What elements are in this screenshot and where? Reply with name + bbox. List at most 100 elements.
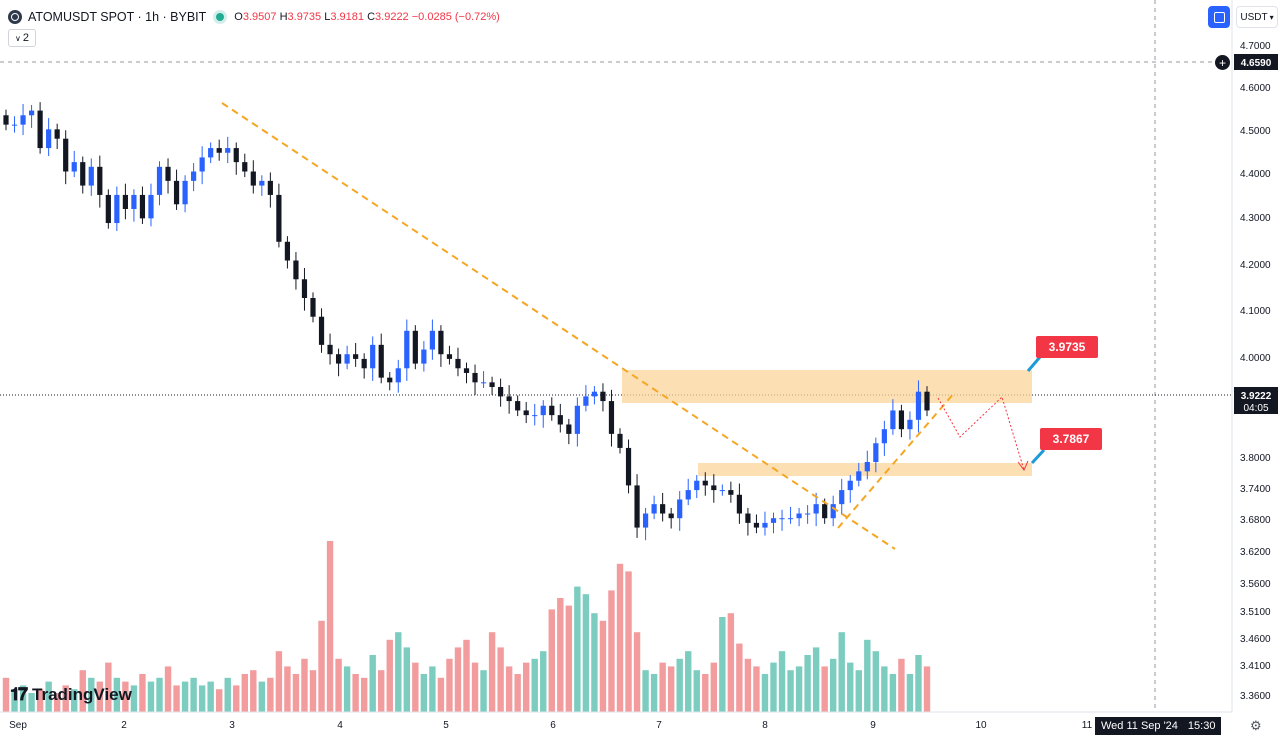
volume-bar (241, 674, 248, 712)
atom-logo-icon (8, 10, 22, 24)
candle-body (139, 194, 146, 219)
candle-body (523, 410, 529, 416)
candle-body (114, 194, 120, 224)
candle-body (660, 504, 666, 514)
candle-body (770, 518, 777, 523)
candle-body (446, 354, 453, 359)
candle-body (233, 148, 239, 163)
resistance-zone (622, 370, 1032, 403)
time-tick-label: 2 (121, 720, 127, 731)
volume-bar (727, 613, 735, 712)
volume-bar (437, 677, 445, 712)
volume-bar (710, 662, 718, 712)
candle-body (668, 513, 674, 519)
snapshot-button[interactable] (1208, 6, 1230, 28)
volume-bar (548, 609, 555, 712)
candle-body (310, 298, 316, 317)
volume-bar (565, 605, 573, 712)
market-status-icon[interactable] (216, 13, 225, 21)
candle-body (3, 115, 9, 125)
candle-body (753, 522, 760, 528)
time-tick-label: 4 (337, 720, 343, 731)
settings-gear-icon[interactable]: ⚙ (1250, 718, 1262, 733)
volume-bar (360, 677, 368, 712)
volume-bar (497, 647, 504, 712)
candle-body (694, 480, 700, 491)
volume-bar (599, 620, 607, 712)
volume-bar (881, 666, 888, 712)
volume-bar (702, 674, 709, 712)
candle-body (165, 166, 171, 181)
volume-bar (420, 674, 428, 712)
volume-bar (326, 541, 334, 712)
indicators-toggle[interactable]: ∨ 2 (8, 29, 36, 47)
volume-bar (79, 670, 86, 712)
volume-bar (864, 639, 871, 712)
candle-body (924, 391, 930, 411)
candle-body (830, 504, 836, 519)
candle-body (242, 162, 248, 172)
time-tick-label: 7 (656, 720, 662, 731)
currency-selector[interactable]: USDT ▾ (1236, 6, 1278, 28)
candle-body (199, 157, 205, 172)
symbol-title[interactable]: ATOMUSDT SPOT · 1h · BYBIT (28, 10, 207, 24)
trendlines (221, 102, 1029, 550)
candle-body (387, 377, 393, 383)
candle-body (148, 194, 154, 219)
candle-body (608, 401, 615, 434)
candle-body (80, 162, 86, 186)
volume-bar (173, 685, 180, 712)
volume-bar (787, 670, 794, 712)
volume-bar (915, 655, 922, 712)
time-tick-label: 9 (870, 720, 876, 731)
countdown-label: 04:05 (1243, 403, 1268, 414)
volume-bar (616, 563, 624, 712)
volume-bar (19, 685, 27, 712)
candle-body (651, 504, 657, 514)
candle-body (634, 485, 640, 528)
price-tick-label: 3.5100 (1240, 607, 1271, 618)
volume-bar (761, 674, 769, 712)
volume-bar (71, 689, 78, 712)
add-alert-plus-icon[interactable]: + (1215, 55, 1230, 70)
candle-body (711, 485, 717, 491)
volume-bar (574, 586, 581, 712)
volume-bar (190, 677, 197, 712)
candle-body (353, 354, 359, 359)
volume-bar (812, 647, 820, 712)
candle-body (156, 166, 163, 195)
change-value: −0.0285 (−0.72%) (411, 11, 500, 23)
candle-body (787, 518, 794, 520)
price-tick-label: 4.0000 (1240, 353, 1271, 364)
volume-bar (829, 658, 837, 712)
candle-body (489, 382, 495, 388)
volume-bar (45, 681, 52, 712)
volume-bar (403, 647, 411, 712)
time-tick-label: 3 (229, 720, 235, 731)
tradingview-mark-icon: 𝟏𝟕 (10, 684, 28, 704)
candle-body (361, 358, 367, 369)
volume-bar (335, 658, 342, 712)
volume-bar (318, 620, 325, 712)
volume-bar (667, 666, 675, 712)
candle-body (642, 513, 649, 528)
candle-body (839, 490, 845, 505)
volume-bar (139, 674, 146, 712)
last-price-label: 3.9222 (1241, 391, 1272, 402)
volume-bar (36, 689, 44, 712)
candle-body (745, 513, 751, 523)
candle-body (600, 391, 606, 402)
volume-bar (471, 662, 479, 712)
candle-body (557, 415, 563, 425)
price-tick-label: 4.7000 (1240, 41, 1271, 52)
volume-bar (889, 674, 897, 712)
volume-bar (906, 674, 914, 712)
volume-bar (838, 632, 845, 712)
projection-path (937, 396, 1025, 471)
price-tick-label: 3.8000 (1240, 453, 1271, 464)
volume-bar (557, 598, 564, 712)
volume-bar (855, 670, 862, 712)
candle-body (293, 260, 299, 280)
